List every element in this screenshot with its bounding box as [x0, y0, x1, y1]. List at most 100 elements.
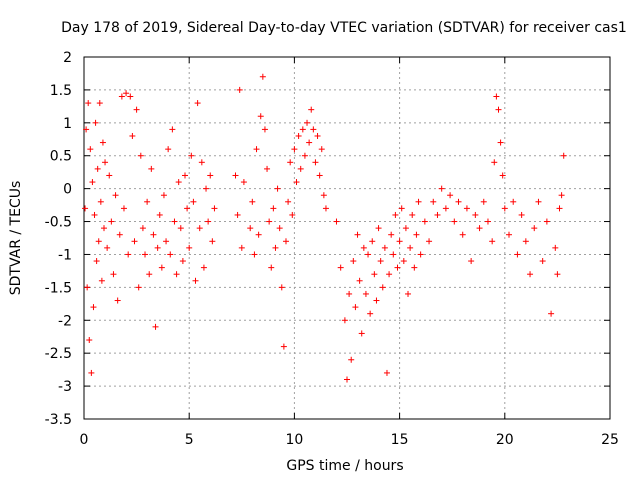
y-tick-label: -1.5 — [45, 280, 72, 296]
y-tick-label: -2.5 — [45, 346, 72, 362]
x-axis-label: GPS time / hours — [286, 458, 403, 474]
data-point — [506, 231, 513, 238]
data-point — [510, 198, 517, 205]
data-point — [341, 317, 348, 324]
data-point — [255, 231, 262, 238]
data-point — [314, 132, 321, 139]
data-point — [430, 198, 437, 205]
data-point — [123, 90, 130, 97]
y-axis-label: SDTVAR / TECUs — [8, 181, 24, 296]
y-tick-label: -3 — [58, 379, 72, 395]
data-point — [295, 132, 302, 139]
data-point — [459, 231, 466, 238]
data-point — [299, 126, 306, 133]
data-point — [142, 251, 149, 258]
data-point — [499, 172, 506, 179]
data-point — [413, 231, 420, 238]
data-point — [377, 258, 384, 265]
data-point — [139, 225, 146, 232]
data-point — [362, 290, 369, 297]
data-point — [129, 132, 136, 139]
data-point — [131, 238, 138, 245]
data-point — [369, 238, 376, 245]
data-point — [158, 264, 165, 271]
data-point — [274, 185, 281, 192]
x-tick-label: 20 — [496, 432, 514, 448]
data-point — [522, 238, 529, 245]
data-point — [421, 218, 428, 225]
data-point — [451, 218, 458, 225]
data-point — [293, 179, 300, 186]
data-point — [177, 225, 184, 232]
data-point — [392, 211, 399, 218]
data-point — [188, 152, 195, 159]
data-point — [87, 146, 94, 153]
y-tick-label: 2 — [63, 50, 72, 66]
data-point — [280, 343, 287, 350]
data-point — [468, 258, 475, 265]
data-point — [352, 304, 359, 311]
data-point — [146, 271, 153, 278]
x-tick-label: 25 — [601, 432, 619, 448]
data-points — [82, 73, 567, 383]
data-point — [348, 356, 355, 363]
data-point — [266, 218, 273, 225]
data-point — [554, 271, 561, 278]
data-point — [371, 271, 378, 278]
data-point — [85, 100, 92, 107]
data-point — [426, 238, 433, 245]
data-point — [489, 238, 496, 245]
data-point — [179, 258, 186, 265]
data-point — [276, 225, 283, 232]
y-tick-label: -1 — [58, 247, 72, 263]
data-point — [169, 126, 176, 133]
data-point — [99, 139, 106, 146]
data-point — [232, 172, 239, 179]
data-point — [297, 165, 304, 172]
data-point — [190, 198, 197, 205]
data-point — [278, 284, 285, 291]
data-point — [175, 179, 182, 186]
data-point — [91, 211, 98, 218]
data-point — [211, 205, 218, 212]
data-point — [268, 264, 275, 271]
data-point — [106, 172, 113, 179]
data-point — [514, 251, 521, 258]
data-point — [308, 106, 315, 113]
data-point — [209, 238, 216, 245]
data-point — [194, 100, 201, 107]
data-point — [552, 244, 559, 251]
data-point — [560, 152, 567, 159]
data-point — [386, 271, 393, 278]
data-point — [354, 231, 361, 238]
data-point — [558, 192, 565, 199]
data-point — [394, 264, 401, 271]
data-point — [373, 297, 380, 304]
data-point — [375, 225, 382, 232]
data-point — [527, 271, 534, 278]
data-point — [344, 376, 350, 383]
data-point — [108, 218, 115, 225]
data-point — [137, 152, 144, 159]
data-point — [160, 192, 167, 199]
data-point — [192, 277, 199, 284]
data-point — [272, 244, 279, 251]
data-point — [476, 225, 483, 232]
data-point — [205, 218, 212, 225]
data-point — [320, 192, 327, 199]
data-point — [318, 146, 325, 153]
data-point — [455, 198, 462, 205]
data-point — [289, 211, 296, 218]
data-point — [407, 244, 414, 251]
y-tick-label: 1 — [63, 116, 72, 132]
data-point — [304, 119, 311, 126]
data-point — [251, 251, 258, 258]
x-tick-labels: 0 5 10 15 20 25 — [80, 432, 619, 448]
data-point — [480, 198, 487, 205]
axis-ticks — [83, 56, 611, 420]
data-point — [240, 179, 247, 186]
data-point — [434, 211, 441, 218]
data-point — [312, 159, 319, 166]
data-point — [207, 172, 214, 179]
data-point — [411, 264, 418, 271]
